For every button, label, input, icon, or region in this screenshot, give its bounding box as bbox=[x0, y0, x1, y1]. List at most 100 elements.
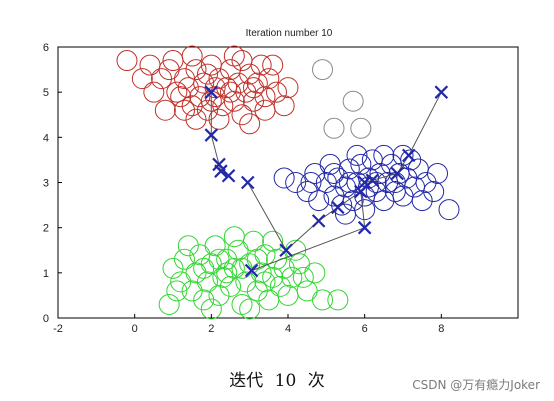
y-tick-label: 6 bbox=[43, 42, 49, 54]
data-point-red bbox=[231, 104, 253, 126]
data-point-blue bbox=[423, 181, 445, 203]
data-point-green bbox=[193, 289, 215, 311]
data-point-red bbox=[197, 99, 218, 121]
data-point-green bbox=[197, 271, 218, 293]
data-point-blue bbox=[331, 194, 353, 216]
data-point-green bbox=[246, 280, 268, 302]
data-point-red bbox=[208, 108, 230, 130]
data-point-green bbox=[262, 266, 284, 288]
centroid-marker bbox=[244, 263, 259, 278]
centroid-marker bbox=[214, 164, 228, 178]
centroid-marker bbox=[240, 175, 255, 190]
data-point-red bbox=[266, 81, 287, 103]
data-point-red bbox=[139, 54, 161, 76]
data-point-blue bbox=[346, 144, 368, 166]
data-point-red bbox=[193, 72, 215, 94]
data-point-green bbox=[243, 230, 264, 252]
data-point-red bbox=[197, 63, 218, 85]
data-point-blue bbox=[296, 181, 318, 203]
data-point-red bbox=[174, 99, 195, 121]
data-point-green bbox=[254, 271, 276, 293]
data-point-red bbox=[170, 86, 192, 108]
data-point-blue bbox=[392, 144, 414, 166]
data-point-blue bbox=[308, 190, 330, 212]
data-point-red bbox=[243, 90, 264, 112]
data-point-red bbox=[204, 77, 226, 99]
chart-title: Iteration number 10 bbox=[246, 28, 333, 39]
data-point-red bbox=[181, 45, 203, 67]
data-point-green bbox=[208, 284, 230, 306]
x-tick-label: 4 bbox=[285, 323, 291, 335]
centroid-path-green bbox=[247, 182, 366, 272]
centroid-marker bbox=[434, 85, 449, 99]
data-point-green bbox=[296, 280, 318, 302]
data-point-red bbox=[262, 54, 284, 76]
data-point-red bbox=[246, 72, 268, 94]
data-point-red bbox=[185, 108, 207, 130]
data-point-green bbox=[281, 266, 303, 288]
data-point-green bbox=[200, 298, 222, 320]
centroid-marker bbox=[331, 200, 345, 215]
data-point-blue bbox=[346, 172, 368, 193]
figure-caption: 迭代 10 次 bbox=[229, 371, 325, 391]
data-point-red bbox=[143, 81, 165, 103]
y-tick-label: 2 bbox=[43, 223, 49, 235]
data-point-red bbox=[220, 81, 241, 103]
data-point-green bbox=[162, 257, 184, 279]
data-point-red bbox=[212, 95, 234, 117]
data-point-red bbox=[166, 81, 188, 103]
centroid-marker bbox=[390, 166, 405, 181]
data-point-red bbox=[223, 90, 245, 112]
data-point-grey bbox=[323, 117, 345, 139]
data-point-grey bbox=[342, 90, 364, 112]
data-point-blue bbox=[350, 153, 372, 175]
x-tick-label: 2 bbox=[208, 323, 214, 335]
data-point-grey bbox=[312, 59, 333, 81]
data-point-green bbox=[174, 248, 195, 270]
data-point-green bbox=[266, 248, 287, 270]
data-point-green bbox=[292, 266, 314, 288]
data-point-red bbox=[231, 50, 253, 72]
watermark: CSDN @万有瘾力Joker bbox=[412, 378, 540, 392]
x-tick-label: 8 bbox=[438, 323, 444, 335]
data-point-green bbox=[158, 293, 180, 315]
data-point-blue bbox=[338, 172, 360, 193]
data-point-red bbox=[154, 99, 176, 121]
data-point-green bbox=[204, 235, 226, 257]
data-point-green bbox=[231, 293, 253, 315]
data-point-red bbox=[254, 86, 276, 108]
data-point-blue bbox=[373, 144, 395, 166]
y-tick-label: 1 bbox=[43, 268, 49, 280]
centroid-marker bbox=[279, 243, 293, 258]
centroid-markers bbox=[204, 85, 449, 278]
data-point-blue bbox=[273, 167, 295, 189]
data-point-green bbox=[239, 298, 261, 320]
data-point-blue bbox=[400, 149, 422, 171]
data-point-green bbox=[304, 262, 326, 284]
y-tick-label: 5 bbox=[43, 87, 49, 99]
data-point-red bbox=[151, 68, 172, 90]
centroid-marker bbox=[401, 148, 416, 163]
data-point-green bbox=[193, 257, 215, 279]
data-point-green bbox=[312, 289, 333, 311]
centroid-marker bbox=[357, 175, 372, 190]
data-point-blue bbox=[354, 199, 376, 221]
data-point-green bbox=[262, 230, 284, 252]
data-point-grey bbox=[350, 117, 372, 139]
x-tick-label: -2 bbox=[53, 323, 63, 335]
centroid-marker bbox=[204, 128, 219, 142]
data-point-blue bbox=[338, 158, 360, 180]
data-point-blue bbox=[415, 172, 437, 193]
data-point-red bbox=[177, 77, 199, 99]
data-points bbox=[116, 45, 460, 320]
data-point-red bbox=[243, 77, 264, 99]
data-point-blue bbox=[285, 172, 307, 193]
data-point-green bbox=[254, 244, 276, 266]
data-point-blue bbox=[342, 190, 364, 212]
data-point-red bbox=[116, 50, 138, 72]
y-tick-label: 0 bbox=[43, 313, 49, 325]
data-point-green bbox=[277, 284, 299, 306]
x-tick-label: 0 bbox=[132, 323, 138, 335]
centroid-marker bbox=[357, 220, 372, 235]
x-tick-label: 6 bbox=[362, 323, 368, 335]
